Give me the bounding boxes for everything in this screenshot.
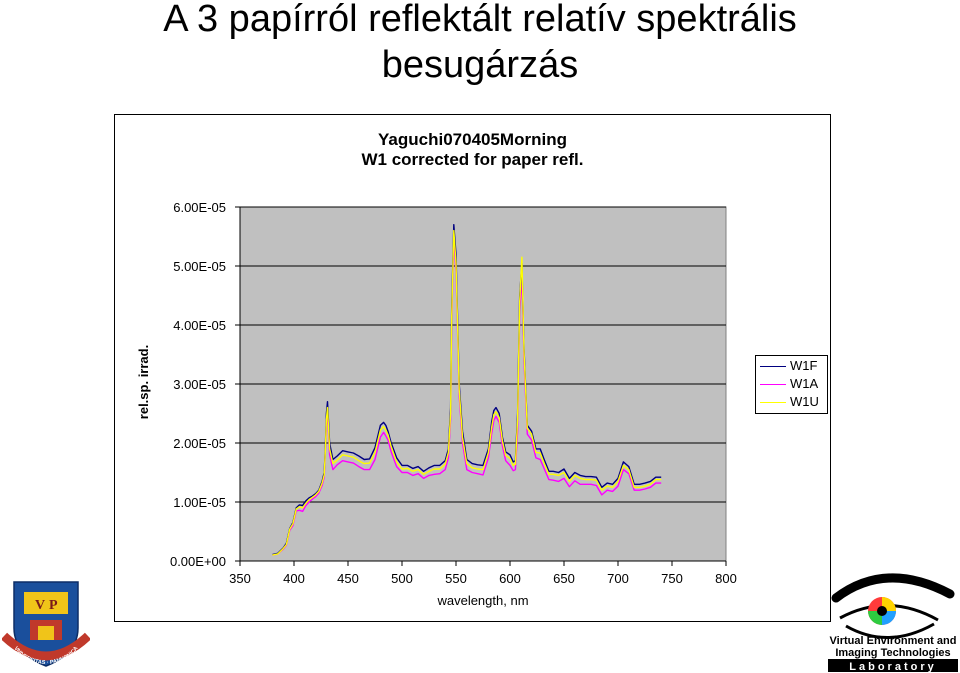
- x-tick-label: 700: [607, 571, 629, 586]
- legend-label-w1u: W1U: [790, 394, 819, 409]
- lab-name-line2: Imaging Technologies: [835, 647, 950, 659]
- y-tick-labels: 0.00E+00 1.00E-05 2.00E-05 3.00E-05 4.00E-05…: [170, 200, 226, 569]
- legend-label-w1a: W1A: [790, 376, 819, 391]
- x-axis-label: wavelength, nm: [436, 593, 528, 608]
- legend-swatch-w1a: [760, 384, 786, 385]
- x-tick-label: 750: [661, 571, 683, 586]
- y-axis-label: rel.sp. irrad.: [136, 345, 151, 419]
- slide-title: A 3 papírról reflektált relatív spektrál…: [0, 0, 960, 88]
- svg-text:P: P: [49, 598, 58, 613]
- x-tick-label: 550: [445, 571, 467, 586]
- y-tick-label: 1.00E-05: [173, 495, 226, 510]
- x-tick-labels: 350 400 450 500 550 600 650 700 750 800: [229, 571, 737, 586]
- x-tick-label: 350: [229, 571, 251, 586]
- chart-title: Yaguchi070405Morning: [378, 130, 567, 149]
- y-tick-label: 2.00E-05: [173, 436, 226, 451]
- y-tick-label: 3.00E-05: [173, 377, 226, 392]
- series-line-w1u: [272, 229, 662, 556]
- axes: [235, 206, 727, 566]
- chart-title-block: Yaguchi070405Morning W1 corrected for pa…: [114, 130, 831, 170]
- x-tick-label: 800: [715, 571, 737, 586]
- legend-item-w1f: W1F: [760, 357, 826, 375]
- eye-logo-icon: Virtual Environment and Imaging Technolo…: [828, 573, 958, 673]
- chart-subtitle: W1 corrected for paper refl.: [361, 150, 584, 169]
- x-tick-label: 450: [337, 571, 359, 586]
- lab-name-line1: Virtual Environment and: [830, 635, 957, 647]
- grid-lines: [240, 206, 726, 503]
- y-tick-label: 0.00E+00: [170, 554, 226, 569]
- y-tick-label: 5.00E-05: [173, 259, 226, 274]
- legend: W1F W1A W1U: [755, 355, 828, 414]
- slide-title-line1: A 3 papírról reflektált relatív spektrál…: [163, 0, 797, 40]
- lab-name-line3: Laboratory: [849, 661, 936, 673]
- legend-swatch-w1f: [760, 366, 786, 367]
- x-tick-label: 500: [391, 571, 413, 586]
- legend-item-w1u: W1U: [760, 393, 826, 411]
- legend-swatch-w1u: [760, 402, 786, 403]
- x-tick-label: 650: [553, 571, 575, 586]
- y-tick-label: 6.00E-05: [173, 200, 226, 215]
- slide-title-line2: besugárzás: [381, 44, 579, 86]
- x-tick-label: 400: [283, 571, 305, 586]
- university-seal-icon: V P VNIVERSITAS · PANNONICA: [2, 581, 90, 667]
- legend-label-w1f: W1F: [790, 358, 818, 373]
- x-tick-label: 600: [499, 571, 521, 586]
- y-tick-label: 4.00E-05: [173, 318, 226, 333]
- series-lines: [272, 224, 662, 556]
- legend-item-w1a: W1A: [760, 375, 826, 393]
- svg-text:V: V: [35, 598, 45, 613]
